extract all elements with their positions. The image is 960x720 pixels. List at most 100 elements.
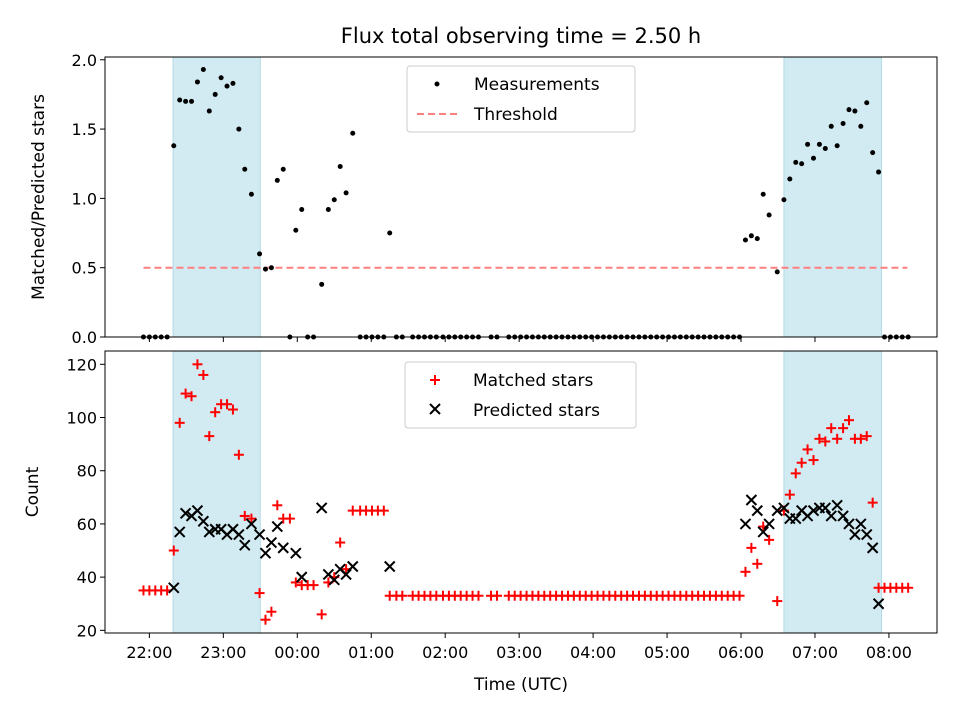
predicted-star-point	[277, 542, 289, 554]
measurement-point	[840, 121, 846, 127]
predicted-star-point	[807, 504, 820, 517]
measurement-point	[230, 80, 236, 86]
predicted-star-point	[233, 528, 245, 541]
matched-star-point	[491, 590, 502, 601]
predicted-star-point	[751, 504, 763, 517]
measurement-point	[274, 177, 280, 183]
measurement-point	[774, 269, 780, 275]
measurement-point	[319, 281, 325, 287]
legend-matched-label: Matched stars	[473, 371, 593, 391]
measurement-point	[870, 150, 876, 156]
predicted-star-point	[271, 520, 284, 533]
measurement-point	[876, 169, 882, 175]
predicted-star-point	[739, 518, 752, 530]
measurement-point	[183, 98, 189, 104]
ratio-ytick-label: 1.0	[72, 189, 97, 208]
matched-star-point	[740, 566, 751, 577]
matched-star-point	[198, 369, 209, 380]
measurement-point	[331, 197, 337, 203]
measurement-point	[858, 123, 864, 129]
matched-star-point	[186, 391, 197, 402]
matched-star-point	[826, 423, 837, 434]
measurement-point	[325, 206, 331, 212]
measurement-point	[810, 155, 816, 161]
matched-star-point	[316, 609, 327, 620]
predicted-star-point	[771, 504, 783, 517]
measurement-point	[242, 166, 248, 172]
predicted-star-point	[315, 502, 328, 514]
measurement-point	[834, 143, 840, 149]
measurement-point	[852, 108, 858, 114]
measurement-point	[799, 161, 805, 167]
predicted-star-point	[296, 571, 308, 583]
matched-star-point	[746, 542, 757, 553]
measurement-point	[787, 176, 793, 182]
matched-star-point	[168, 545, 179, 556]
measurement-point	[754, 236, 760, 242]
matched-star-point	[260, 614, 271, 625]
counts-panel: 20 40 60 80 100 120 22:00 23:00 00:00 01:00 02:00…	[23, 350, 938, 695]
predicted-star-point	[245, 518, 258, 530]
xtick-label: 22:00	[126, 643, 172, 662]
predicted-star-point	[745, 494, 758, 506]
measurement-point	[816, 141, 822, 147]
measurement-point	[350, 130, 356, 136]
xtick-label: 00:00	[274, 643, 320, 662]
counts-legend: Matched stars Predicted stars	[404, 361, 637, 429]
predicted-star-point	[831, 499, 843, 512]
counts-y-axis-label: Count	[23, 466, 43, 517]
xtick-label: 04:00	[570, 643, 616, 662]
predicted-star-point	[239, 539, 251, 551]
matched-star-point	[308, 580, 319, 591]
ratio-ytick-label: 0.0	[72, 328, 97, 347]
matched-star-point	[266, 606, 277, 617]
matched-star-point	[772, 596, 783, 607]
measurement-point	[864, 100, 870, 106]
measurement-point	[268, 265, 274, 271]
measurement-point	[248, 191, 254, 197]
matched-star-point	[378, 505, 389, 516]
measurement-point	[293, 227, 299, 233]
matched-star-point	[820, 436, 831, 447]
matched-star-point	[832, 433, 843, 444]
ratio-panel: 0.00.51.01.52.0 Matched/Predicted stars …	[29, 51, 938, 347]
matched-star-point	[838, 423, 849, 434]
matched-star-point	[473, 590, 484, 601]
predicted-star-point	[861, 528, 873, 541]
matched-star-point	[752, 558, 763, 569]
measurement-point	[257, 251, 263, 257]
xtick-label: 01:00	[348, 643, 394, 662]
matched-star-point	[222, 399, 233, 410]
predicted-star-point	[347, 560, 359, 573]
ratio-shaded-interval-2	[783, 56, 883, 338]
measurement-point	[212, 91, 218, 97]
matched-star-point	[790, 468, 801, 479]
measurement-point	[280, 166, 286, 172]
predicted-star-point	[855, 518, 867, 530]
measurement-point	[262, 266, 268, 272]
matched-star-point	[174, 417, 185, 428]
matched-star-point	[764, 534, 775, 545]
predicted-star-point	[191, 504, 204, 517]
counts-ytick-label: 120	[66, 355, 97, 374]
predicted-star-point	[837, 510, 849, 522]
matched-star-point	[272, 500, 283, 511]
matched-star-point	[867, 497, 878, 508]
matched-star-point	[843, 415, 854, 426]
xtick-label: 08:00	[866, 643, 912, 662]
measurement-point	[236, 126, 242, 132]
xtick-label: 07:00	[792, 643, 838, 662]
ratio-ytick-label: 0.5	[72, 259, 97, 278]
xtick-label: 06:00	[718, 643, 764, 662]
matched-star-point	[335, 537, 346, 548]
predicted-star-point	[253, 528, 266, 541]
predicted-star-point	[763, 518, 775, 530]
measurement-point	[200, 66, 206, 72]
predicted-star-point	[778, 502, 790, 514]
predicted-star-point	[843, 518, 855, 530]
counts-ytick-label: 20	[77, 621, 97, 640]
measurement-point	[805, 141, 811, 147]
predicted-star-point	[819, 502, 832, 514]
ratio-legend: Measurements Threshold	[406, 65, 636, 133]
